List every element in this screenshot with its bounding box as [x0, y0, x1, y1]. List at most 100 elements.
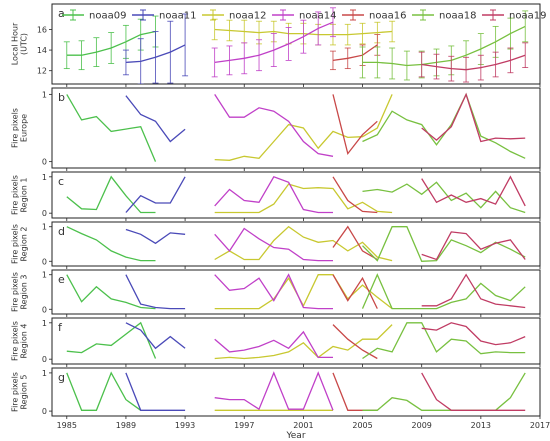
series-line-noaa09 — [66, 226, 156, 262]
series-line-noaa12 — [214, 183, 393, 214]
series-line-noaa18 — [362, 322, 526, 360]
series-line-noaa16 — [332, 274, 378, 309]
x-tick-label: 1997 — [234, 421, 254, 430]
series-group — [66, 225, 526, 262]
series-line-noaa19 — [421, 54, 526, 71]
series-line-noaa16 — [332, 324, 378, 360]
y-tick-label: 16 — [37, 25, 47, 34]
x-axis: 1985 1989 1993 1997 2001 2005 2009 2013 2017 Year — [57, 421, 550, 441]
series-line-noaa16 — [332, 225, 378, 261]
y-tick-label: 12 — [37, 67, 47, 76]
y-tick-label: 1 — [42, 271, 47, 280]
y-axis-label: Fire pixelsRegion 1 — [11, 175, 29, 215]
series-line-noaa14 — [214, 227, 333, 262]
series-line-noaa18 — [362, 92, 526, 159]
series-line-noaa14 — [214, 330, 333, 359]
legend-label-noaa12: noaa12 — [229, 11, 266, 22]
y-tick-label: 0 — [42, 355, 47, 364]
y-axis-label: Fire pixelsRegion 4 — [11, 321, 29, 361]
series-line-noaa09 — [66, 321, 157, 359]
x-axis-label: Year — [285, 431, 305, 441]
y-axis-label: Local Hour(UTC) — [11, 22, 29, 65]
y-tick-label: 1 — [42, 90, 47, 99]
y-tick-label: 14 — [37, 46, 47, 55]
panel-letter: e — [58, 273, 65, 286]
series-line-noaa18 — [362, 25, 526, 67]
panel-frame — [51, 87, 541, 169]
series-group — [66, 321, 526, 360]
series-line-noaa18 — [362, 372, 526, 411]
legend-label-noaa11: noaa11 — [159, 11, 196, 22]
series-line-noaa11 — [125, 322, 186, 350]
series-line-noaa14 — [214, 273, 333, 310]
panel-letter: b — [58, 91, 65, 104]
series-line-noaa16 — [332, 176, 378, 214]
series-line-noaa09 — [66, 274, 156, 310]
series-line-noaa14 — [214, 175, 333, 214]
series-line-noaa11 — [125, 274, 186, 310]
y-tick-label: 0 — [42, 257, 47, 266]
panel-c: c 0 1 Fire pixelsRegion 1 — [11, 171, 541, 221]
series-line-noaa11 — [125, 228, 186, 245]
series-line-noaa19 — [421, 372, 526, 411]
series-line-noaa16 — [332, 94, 378, 156]
y-axis-label: Fire pixelsRegion 3 — [11, 272, 29, 312]
series-line-noaa09 — [66, 371, 142, 411]
legend-label-noaa16: noaa16 — [369, 11, 406, 22]
series-group — [63, 7, 529, 84]
series-line-noaa12 — [214, 225, 393, 262]
series-line-noaa18 — [361, 273, 526, 310]
series-line-noaa12 — [214, 274, 393, 310]
panels-group: a 12 14 16 Local Hour(UTC) b 0 1 Fire pixelsEuro… — [11, 3, 541, 419]
panel-letter: g — [58, 371, 65, 384]
series-line-noaa09 — [66, 175, 156, 214]
series-line-noaa14 — [214, 371, 334, 411]
series-group — [66, 273, 526, 310]
series-line-noaa12 — [214, 94, 393, 161]
legend-label-noaa18: noaa18 — [439, 11, 476, 22]
y-tick-label: 0 — [42, 407, 47, 416]
y-axis-label: Fire pixelsRegion 5 — [11, 372, 29, 412]
x-tick-label: 1993 — [175, 421, 195, 430]
y-tick-label: 0 — [42, 305, 47, 314]
panel-e: e 0 1 Fire pixelsRegion 3 — [11, 269, 541, 317]
x-tick-label: 2009 — [412, 421, 432, 430]
series-line-noaa16 — [332, 44, 378, 62]
series-line-noaa19 — [421, 175, 526, 207]
panel-a: a 12 14 16 Local Hour(UTC) — [11, 3, 541, 87]
y-tick-label: 1 — [42, 319, 47, 328]
panel-letter: a — [58, 7, 65, 20]
series-group — [66, 92, 526, 162]
legend-label-noaa14: noaa14 — [299, 11, 336, 22]
y-axis-label: Fire pixelsRegion 2 — [11, 224, 29, 264]
series-line-noaa19 — [421, 231, 526, 261]
panel-letter: c — [58, 175, 64, 188]
y-tick-label: 1 — [42, 173, 47, 182]
panel-g: g 0 1 Fire pixelsRegion 5 — [11, 367, 541, 419]
y-tick-label: 1 — [42, 223, 47, 232]
panel-frame — [51, 221, 541, 267]
panel-f: f 0 1 Fire pixelsRegion 4 — [11, 317, 541, 367]
series-line-noaa11 — [125, 95, 186, 143]
y-axis-label: Fire pixelsEurope — [11, 108, 29, 148]
x-tick-label: 2001 — [293, 421, 313, 430]
legend-label-noaa19: noaa19 — [509, 11, 546, 22]
series-group — [66, 371, 526, 411]
series-line-noaa19 — [421, 322, 526, 346]
series-line-noaa11 — [125, 176, 186, 213]
series-line-noaa09 — [66, 94, 157, 162]
series-line-noaa19 — [421, 92, 526, 143]
y-tick-label: 0 — [42, 158, 47, 167]
panel-letter: d — [58, 225, 65, 238]
series-line-noaa18 — [362, 181, 526, 214]
y-tick-label: 1 — [42, 369, 47, 378]
series-line-noaa11 — [125, 372, 186, 411]
series-line-noaa12 — [214, 324, 393, 360]
x-tick-label: 1985 — [57, 421, 77, 430]
series-line-noaa18 — [362, 226, 526, 262]
panel-frame — [51, 3, 541, 85]
legend: noaa09 noaa11 noaa12 noaa14 noaa16 noaa18 noaa… — [62, 9, 546, 22]
x-tick-label: 2017 — [530, 421, 550, 430]
series-line-noaa19 — [421, 273, 526, 309]
